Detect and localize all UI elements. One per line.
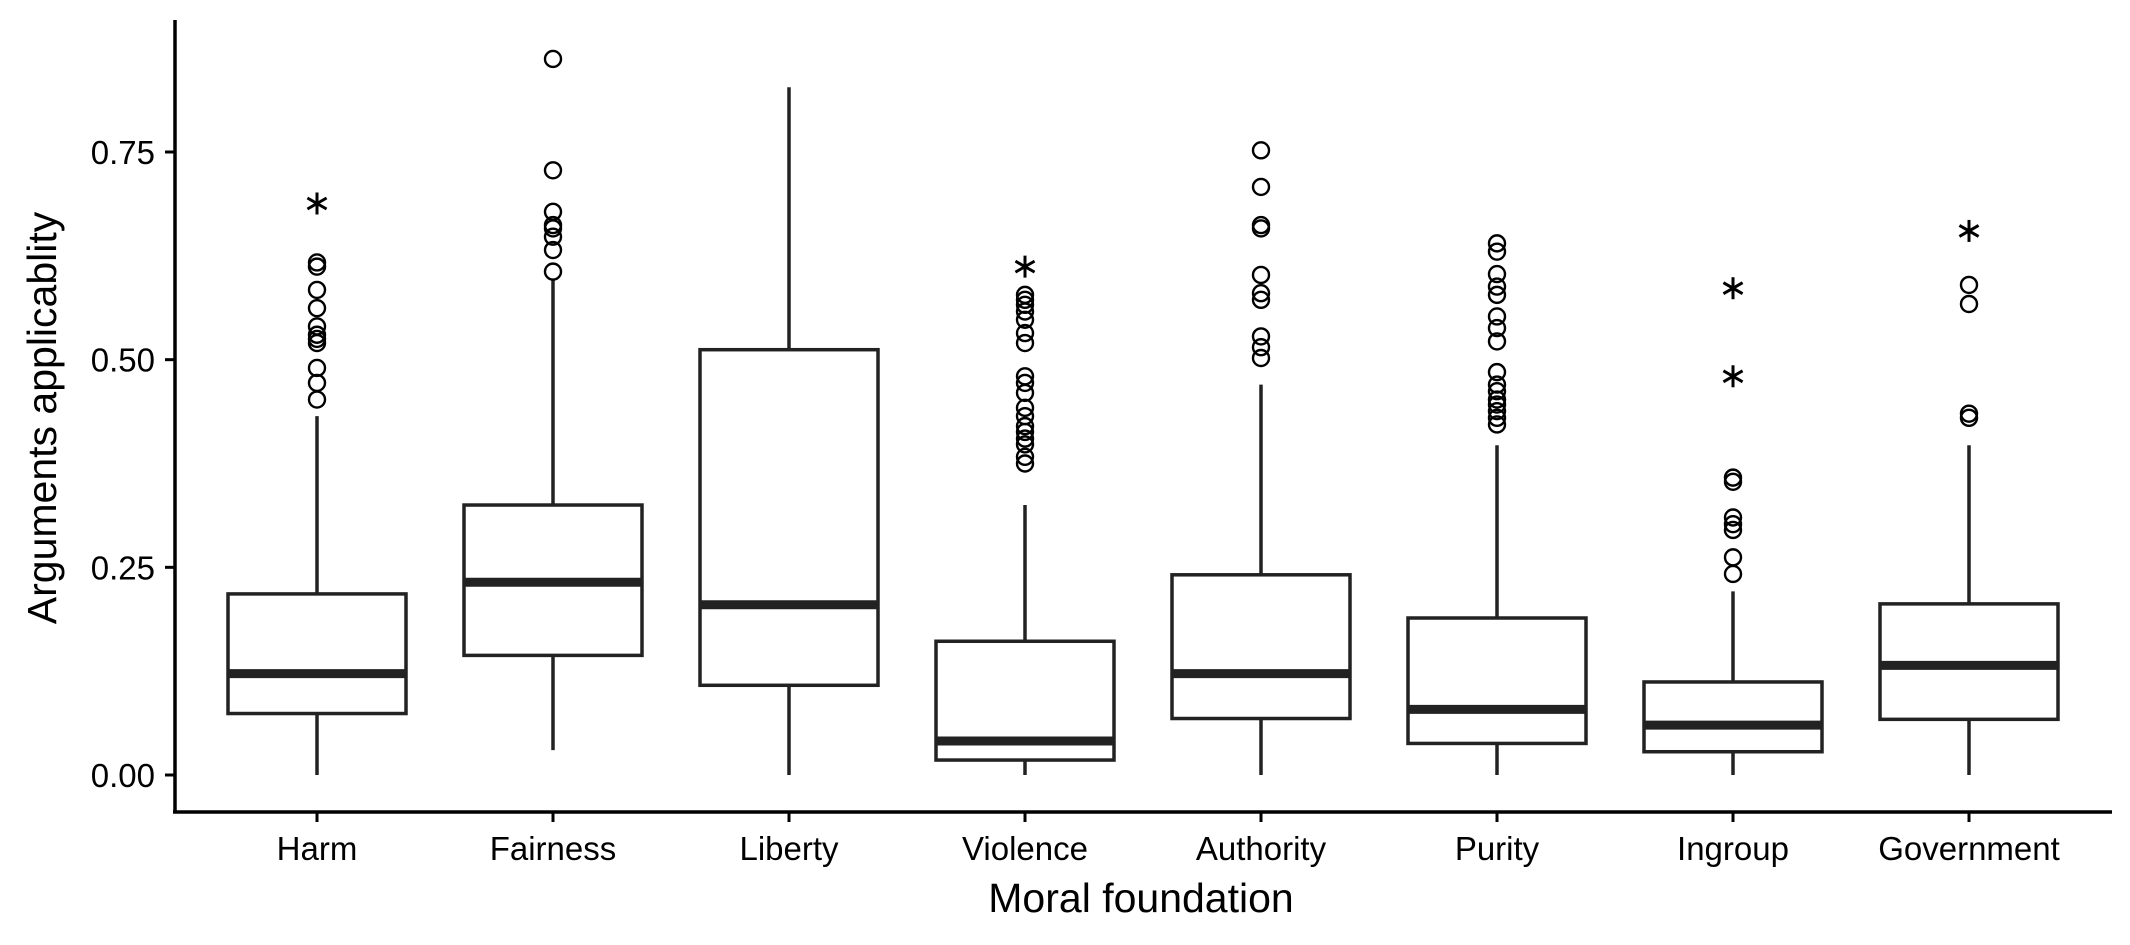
outlier-point bbox=[1015, 323, 1035, 343]
outlier-point bbox=[1015, 416, 1035, 436]
outlier-point bbox=[1487, 277, 1507, 296]
iqr-box bbox=[698, 347, 880, 688]
x-tick-label: Authority bbox=[1196, 830, 1327, 867]
x-axis-ticks: Harm Fairness Liberty Violence Authority Puri… bbox=[277, 812, 2060, 867]
outlier-point bbox=[1015, 406, 1035, 426]
iqr-box bbox=[226, 592, 408, 716]
outlier-point bbox=[1723, 520, 1743, 540]
outlier-point bbox=[1015, 447, 1035, 467]
y-tick-label: 0.75 bbox=[91, 134, 155, 171]
outlier-point bbox=[543, 240, 563, 260]
box-group-purity bbox=[1406, 234, 1588, 775]
y-tick-label: 0.00 bbox=[91, 757, 155, 794]
iqr-box bbox=[1406, 616, 1588, 746]
y-axis-ticks: 0.00 0.25 0.50 0.75 bbox=[91, 134, 175, 794]
y-tick-label: 0.50 bbox=[91, 342, 155, 379]
outlier-point bbox=[1015, 367, 1035, 386]
outlier-point bbox=[307, 373, 327, 393]
outlier-point bbox=[1723, 508, 1743, 527]
outlier-point bbox=[1487, 382, 1507, 401]
outlier-point bbox=[1959, 294, 1979, 314]
y-tick-label: 0.25 bbox=[91, 549, 155, 586]
outlier-point bbox=[307, 298, 327, 318]
x-axis-title: Moral foundation bbox=[988, 875, 1293, 921]
outlier-point bbox=[1487, 401, 1507, 421]
box-group-government bbox=[1878, 219, 2060, 775]
outlier-point bbox=[1723, 564, 1743, 584]
x-tick-label: Liberty bbox=[739, 830, 839, 867]
outlier-point bbox=[307, 280, 327, 300]
outlier-point bbox=[1251, 338, 1271, 357]
box-group-ingroup bbox=[1642, 277, 1824, 775]
box-group-fairness bbox=[462, 49, 644, 751]
outlier-point bbox=[1487, 332, 1507, 351]
outlier-point bbox=[1015, 435, 1035, 454]
iqr-box bbox=[1642, 680, 1824, 754]
outlier-point bbox=[307, 390, 327, 409]
outlier-point bbox=[1015, 295, 1035, 315]
box-group-violence bbox=[934, 255, 1116, 775]
plot-marks bbox=[226, 49, 2060, 775]
outlier-point bbox=[1015, 454, 1035, 473]
outlier-point bbox=[543, 49, 563, 69]
x-tick-label: Fairness bbox=[490, 830, 617, 867]
outlier-point bbox=[1487, 242, 1507, 261]
outlier-point bbox=[543, 262, 563, 281]
x-tick-label: Violence bbox=[962, 830, 1088, 867]
outlier-point bbox=[1487, 408, 1507, 428]
iqr-box bbox=[1170, 573, 1352, 721]
outlier-point bbox=[1487, 285, 1507, 305]
outlier-point bbox=[307, 358, 327, 378]
y-axis-title: Arguments applicablity bbox=[19, 211, 65, 624]
outlier-point bbox=[307, 317, 327, 336]
outlier-point bbox=[1487, 415, 1507, 434]
outlier-point bbox=[1723, 514, 1743, 534]
outlier-point bbox=[1251, 284, 1271, 303]
outlier-point bbox=[1015, 429, 1035, 448]
outlier-point bbox=[1251, 141, 1271, 160]
extreme-outlier-point bbox=[1958, 219, 1980, 242]
x-tick-label: Harm bbox=[277, 830, 358, 867]
x-tick-label: Ingroup bbox=[1677, 830, 1789, 867]
outlier-point bbox=[543, 215, 563, 235]
outlier-point bbox=[1487, 234, 1507, 253]
box-group-authority bbox=[1170, 141, 1352, 775]
outlier-point bbox=[1487, 395, 1507, 414]
outlier-point bbox=[1015, 373, 1035, 393]
extreme-outlier-point bbox=[1722, 365, 1744, 388]
outlier-point bbox=[307, 253, 327, 272]
outlier-point bbox=[1723, 548, 1743, 567]
extreme-outlier-point bbox=[1014, 255, 1036, 278]
outlier-point bbox=[1251, 327, 1271, 346]
box-group-harm bbox=[226, 192, 408, 775]
outlier-point bbox=[1723, 468, 1743, 487]
outlier-point bbox=[1015, 285, 1035, 305]
outlier-point bbox=[1487, 375, 1507, 394]
outlier-point bbox=[1015, 290, 1035, 310]
outlier-point bbox=[543, 227, 563, 246]
x-tick-label: Government bbox=[1878, 830, 2060, 867]
box-group-liberty bbox=[698, 87, 880, 775]
outlier-point bbox=[307, 325, 327, 344]
outlier-point bbox=[1487, 264, 1507, 284]
outlier-point bbox=[1251, 265, 1271, 285]
outlier-point bbox=[1959, 275, 1979, 295]
x-tick-label: Purity bbox=[1455, 830, 1540, 867]
outlier-point bbox=[1487, 318, 1507, 338]
outlier-point bbox=[543, 161, 563, 180]
outlier-point bbox=[543, 202, 563, 222]
outlier-point bbox=[1487, 362, 1507, 382]
outlier-point bbox=[1015, 333, 1035, 353]
outlier-point bbox=[1251, 177, 1271, 197]
outlier-point bbox=[1251, 215, 1271, 235]
outlier-point bbox=[1487, 307, 1507, 326]
extreme-outlier-point bbox=[306, 192, 328, 215]
outlier-point bbox=[1959, 404, 1979, 423]
extreme-outlier-point bbox=[1722, 277, 1744, 300]
outlier-point bbox=[1251, 290, 1271, 310]
outlier-point bbox=[1251, 348, 1271, 368]
